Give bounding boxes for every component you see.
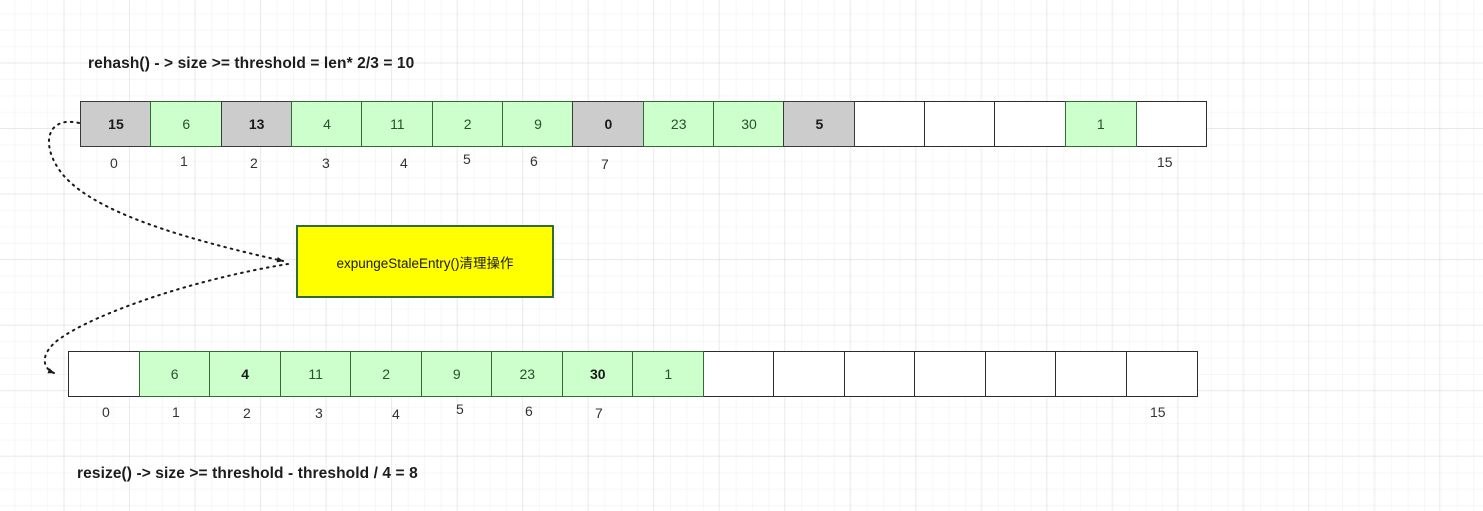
array-cell-11 — [853, 101, 926, 147]
index-label-6: 6 — [530, 153, 538, 169]
array-cell-10: 5 — [783, 101, 856, 147]
array-cell-1: 6 — [150, 101, 223, 147]
array-cell-15 — [1125, 351, 1199, 397]
index-label-2: 2 — [250, 155, 258, 171]
array-cell-8: 1 — [632, 351, 705, 397]
array-cell-7: 0 — [572, 101, 645, 147]
index-label-7: 7 — [595, 405, 603, 421]
array-cell-4: 2 — [350, 351, 423, 397]
array-cell-14: 1 — [1064, 101, 1137, 147]
array-cell-3: 11 — [279, 351, 352, 397]
array-cell-2: 13 — [220, 101, 293, 147]
array-cell-7: 30 — [561, 351, 634, 397]
rehash-condition-caption: rehash() - > size >= threshold = len* 2/… — [88, 55, 415, 72]
array-cell-3: 4 — [291, 101, 363, 147]
index-label-2: 2 — [243, 405, 251, 421]
array-cell-10 — [773, 351, 846, 397]
index-label-5: 5 — [456, 401, 464, 417]
array-cell-5: 2 — [431, 101, 504, 147]
hash-table-after-cleanup: 6 4 11 2 9 23 30 1 — [68, 351, 1199, 397]
expunge-stale-entry-label: expungeStaleEntry()清理操作 — [336, 255, 514, 271]
array-cell-0 — [68, 351, 141, 397]
index-label-3: 3 — [322, 155, 330, 171]
index-label-5: 5 — [463, 151, 471, 167]
array-cell-0: 15 — [80, 101, 152, 147]
array-cell-14 — [1055, 351, 1128, 397]
array-cell-2: 4 — [209, 351, 282, 397]
array-cell-13 — [984, 351, 1058, 397]
array-cell-5: 9 — [420, 351, 493, 397]
array-cell-9 — [702, 351, 775, 397]
arrow-top-array-to-expunge-box — [48, 120, 284, 263]
array-cell-13 — [994, 101, 1067, 147]
array-cell-6: 9 — [502, 101, 574, 147]
array-cell-9: 30 — [713, 101, 786, 147]
index-label-1: 1 — [180, 153, 188, 169]
array-cell-12 — [914, 351, 987, 397]
index-label-0: 0 — [102, 404, 110, 420]
index-label-7: 7 — [601, 156, 609, 172]
expunge-stale-entry-box[interactable]: expungeStaleEntry()清理操作 — [296, 225, 554, 298]
arrow-expunge-box-to-bottom-array — [43, 263, 289, 374]
index-label-6: 6 — [525, 403, 533, 419]
array-cell-11 — [843, 351, 916, 397]
index-label-4: 4 — [400, 155, 408, 171]
index-label-15: 15 — [1157, 154, 1173, 170]
hash-table-before-cleanup: 15 6 13 4 11 2 9 0 23 30 5 1 — [80, 101, 1208, 147]
index-label-4: 4 — [392, 406, 400, 422]
array-cell-15 — [1135, 101, 1208, 147]
index-label-15: 15 — [1150, 404, 1166, 420]
array-cell-1: 6 — [138, 351, 211, 397]
array-cell-6: 23 — [491, 351, 564, 397]
array-cell-8: 23 — [642, 101, 715, 147]
array-cell-12 — [924, 101, 997, 147]
index-label-1: 1 — [172, 404, 180, 420]
array-cell-4: 11 — [361, 101, 434, 147]
resize-condition-caption: resize() -> size >= threshold - threshol… — [77, 465, 418, 482]
index-label-0: 0 — [110, 155, 118, 171]
index-label-3: 3 — [315, 405, 323, 421]
